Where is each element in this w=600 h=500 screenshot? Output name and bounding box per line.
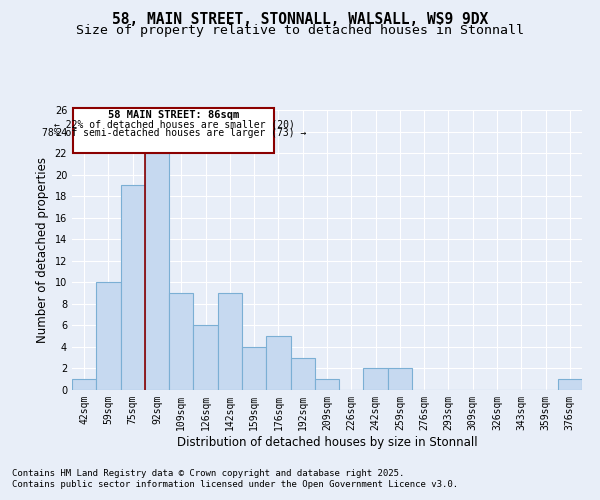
X-axis label: Distribution of detached houses by size in Stonnall: Distribution of detached houses by size … <box>176 436 478 448</box>
Bar <box>72 379 96 390</box>
Text: 78% of semi-detached houses are larger (73) →: 78% of semi-detached houses are larger (… <box>42 128 306 138</box>
Text: ← 22% of detached houses are smaller (20): ← 22% of detached houses are smaller (20… <box>53 120 295 130</box>
Bar <box>145 153 169 390</box>
FancyBboxPatch shape <box>73 108 274 153</box>
Bar <box>364 368 388 390</box>
Bar <box>558 379 582 390</box>
Bar <box>266 336 290 390</box>
Bar <box>96 282 121 390</box>
Text: 58, MAIN STREET, STONNALL, WALSALL, WS9 9DX: 58, MAIN STREET, STONNALL, WALSALL, WS9 … <box>112 12 488 28</box>
Bar <box>218 293 242 390</box>
Bar <box>388 368 412 390</box>
Text: Contains HM Land Registry data © Crown copyright and database right 2025.: Contains HM Land Registry data © Crown c… <box>12 468 404 477</box>
Text: 58 MAIN STREET: 86sqm: 58 MAIN STREET: 86sqm <box>109 110 239 120</box>
Y-axis label: Number of detached properties: Number of detached properties <box>36 157 49 343</box>
Text: Contains public sector information licensed under the Open Government Licence v3: Contains public sector information licen… <box>12 480 458 489</box>
Bar <box>242 347 266 390</box>
Bar <box>290 358 315 390</box>
Bar <box>121 186 145 390</box>
Bar <box>193 326 218 390</box>
Text: Size of property relative to detached houses in Stonnall: Size of property relative to detached ho… <box>76 24 524 37</box>
Bar <box>169 293 193 390</box>
Bar <box>315 379 339 390</box>
